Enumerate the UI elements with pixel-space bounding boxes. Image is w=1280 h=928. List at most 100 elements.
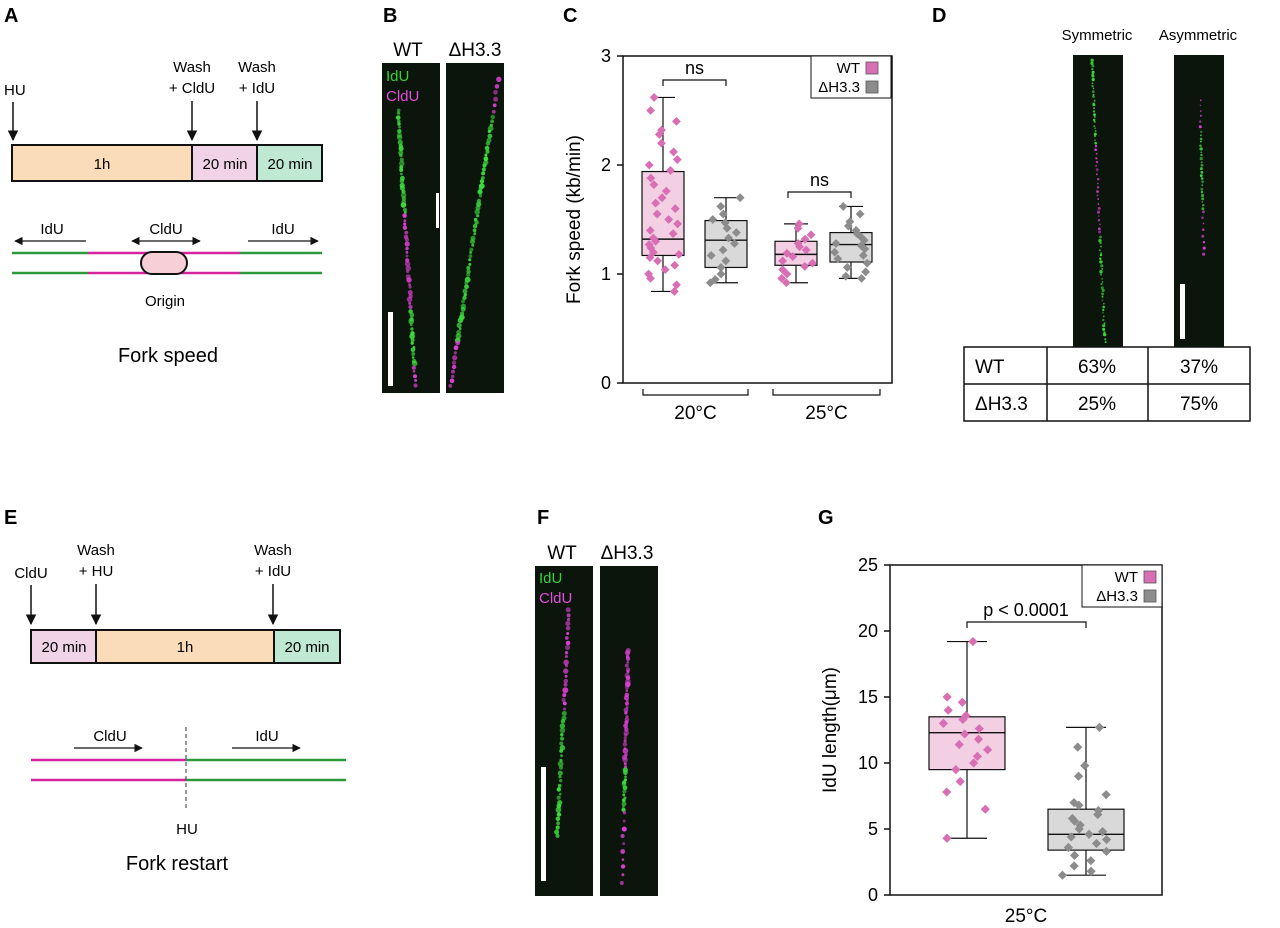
fiber-dot [1101, 268, 1104, 270]
c-data-point [860, 244, 870, 254]
fiber-dot [1198, 125, 1202, 129]
fiber-dot [560, 754, 563, 758]
c-data-point [782, 248, 792, 258]
fiber-dot [565, 607, 571, 613]
c-group-label: 25°C [805, 403, 847, 424]
g-data-point [1093, 809, 1103, 820]
fiber-dot [451, 360, 457, 365]
fiber-dot [451, 369, 455, 374]
fiber-dot [1099, 223, 1101, 226]
g-data-point [1101, 790, 1111, 800]
fiber-dot [408, 318, 415, 325]
fiber-dot [480, 176, 485, 180]
caption-fork-speed: Fork speed [118, 345, 218, 367]
fiber-dot [1200, 140, 1202, 143]
c-legend: WT ΔH3.3 [810, 55, 892, 99]
fiber-dot [562, 701, 567, 706]
fiber-dot [496, 76, 502, 83]
fiber-dot [411, 352, 416, 356]
fiber-dot [404, 261, 411, 267]
g-data-point [938, 718, 949, 728]
e-seg3-label: 20 min [284, 639, 329, 656]
g-data-point [1080, 761, 1090, 771]
c-data-point [669, 287, 679, 296]
g-y-tick-label: 15 [858, 687, 878, 707]
fiber-dot [1094, 141, 1097, 145]
fiber-dot [1201, 216, 1204, 219]
fiber-dot [1099, 260, 1103, 264]
fiber-dot [1199, 167, 1203, 171]
d-asymmetric-fiber-signal [1198, 99, 1206, 256]
timeline-segment-1h [11, 144, 193, 182]
fiber-dot [564, 655, 568, 658]
fiber-dot [1099, 273, 1103, 276]
fiber-dot [453, 345, 459, 351]
fiber-dot [483, 156, 489, 162]
g-data-point [1086, 866, 1096, 876]
wash1-line1: Wash [173, 59, 211, 76]
fiber-dot [462, 288, 468, 294]
c-data-point [858, 251, 868, 260]
fiber-dot [1097, 206, 1101, 210]
fiber-dot [478, 194, 483, 198]
g-legend-dh-label: ΔH3.3 [1096, 588, 1138, 605]
g-data-point [1073, 742, 1083, 752]
b-scale-bar-large [388, 312, 393, 386]
fiber-dot [563, 682, 568, 687]
c-data-point [793, 223, 803, 233]
fiber-dot [395, 115, 401, 120]
c-data-point [806, 230, 816, 240]
idu-left-label: IdU [40, 221, 63, 238]
fiber-dot [623, 707, 629, 713]
fiber-dot [484, 145, 490, 151]
fiber-dot [559, 741, 564, 746]
c-data-point [843, 221, 853, 231]
fiber-dot [1104, 341, 1107, 344]
fiber-dot [1199, 104, 1202, 107]
fiber-dot [1091, 82, 1094, 85]
fiber-dot [411, 360, 418, 367]
fiber-dot [623, 770, 628, 776]
fiber-dot [556, 821, 560, 826]
fiber-dot [1092, 95, 1095, 98]
c-data-point [788, 252, 798, 261]
fiber-dot [1200, 171, 1204, 174]
fiber-dot [471, 243, 475, 247]
fiber-dot [1200, 193, 1205, 198]
fiber-dot [397, 129, 402, 134]
fiber-dot [472, 228, 477, 233]
g-data-point [1098, 827, 1108, 837]
fiber-dot [554, 829, 560, 835]
fiber-dot [555, 807, 562, 813]
fiber-dot [621, 873, 625, 877]
g-data-point [943, 705, 953, 715]
wash1-line2: + CldU [169, 80, 215, 97]
c-legend-wt-label: WT [837, 60, 860, 77]
fiber-dot [562, 687, 569, 694]
fiber-dot [451, 364, 457, 370]
fiber-dot [1201, 228, 1205, 231]
g-legend-wt-label: WT [1115, 569, 1138, 586]
fiber-dot [411, 365, 416, 370]
c-data-point [841, 271, 851, 281]
fiber-dot [1201, 184, 1204, 187]
fiber-dot [564, 651, 569, 655]
c-data-point [793, 239, 803, 248]
c-data-point [673, 219, 682, 229]
c-significance-bracket [662, 79, 727, 86]
fiber-dot [1200, 161, 1203, 164]
fiber-dot [621, 807, 626, 812]
fiber-dot [399, 178, 405, 184]
fiber-dot [1101, 278, 1103, 280]
g-data-point [1084, 829, 1094, 839]
fiber-dot [556, 795, 561, 800]
g-data-point [974, 724, 984, 734]
b-cldu-label: CldU [386, 88, 419, 105]
c-data-point [838, 202, 848, 211]
c-legend-dh-label: ΔH3.3 [818, 79, 860, 96]
g-data-point [1086, 856, 1096, 866]
b-scale-bar-small [436, 193, 439, 228]
fiber-dot [1202, 222, 1205, 225]
fiber-dot [1093, 135, 1096, 138]
fiber-dot [410, 347, 416, 353]
